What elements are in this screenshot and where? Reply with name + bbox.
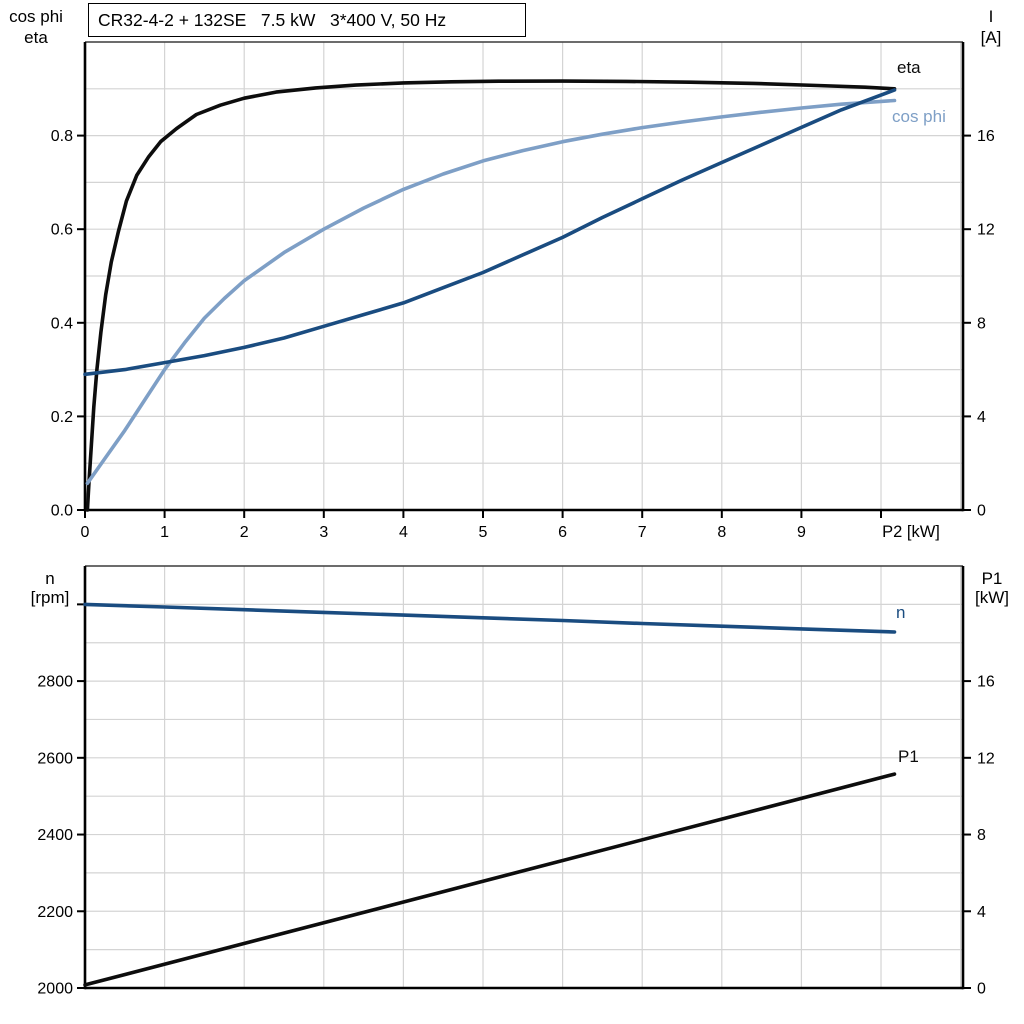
- x-tick-label: 2: [240, 524, 249, 541]
- P1-curve: [83, 772, 897, 987]
- y-right-axis-title: I: [989, 7, 994, 26]
- x-tick-label: 1: [160, 524, 169, 541]
- I-curve: [83, 88, 897, 377]
- y-right-tick-label: 8: [977, 315, 986, 332]
- y-right-tick-label: 12: [977, 750, 995, 767]
- y-left-tick-label: 2400: [37, 827, 73, 844]
- y-left-tick-label: 0.2: [51, 409, 73, 426]
- n-curve-label: n: [896, 603, 905, 622]
- y-left-tick-label: 0.6: [51, 222, 73, 239]
- y-left-axis-title: eta: [24, 28, 48, 47]
- y-right-tick-label: 16: [977, 128, 995, 145]
- x-tick-label: 5: [479, 524, 488, 541]
- x-tick-label: 6: [558, 524, 567, 541]
- y-left-tick-label: 0.8: [51, 128, 73, 145]
- y-left-axis-title: [rpm]: [31, 588, 70, 607]
- y-left-tick-label: 0.0: [51, 503, 73, 520]
- motor-speed-power-chart: 200022002400260028000481216n[rpm]P1[kW]n…: [31, 565, 1009, 998]
- chart-title-box: CR32-4-2 + 132SE 7.5 kW 3*400 V, 50 Hz: [88, 3, 526, 37]
- x-tick-label: 9: [797, 524, 806, 541]
- x-axis-title: P2 [kW]: [882, 523, 940, 541]
- y-left-tick-label: 0.4: [51, 315, 73, 332]
- cos-phi-curve-label: cos phi: [892, 107, 946, 126]
- y-left-tick-label: 2000: [37, 981, 73, 998]
- y-right-tick-label: 8: [977, 827, 986, 844]
- x-tick-label: 0: [81, 524, 90, 541]
- y-left-tick-label: 2800: [37, 674, 73, 691]
- y-right-tick-label: 0: [977, 503, 986, 520]
- x-tick-label: 8: [717, 524, 726, 541]
- x-tick-label: 7: [638, 524, 647, 541]
- P1-curve-label: P1: [898, 747, 919, 766]
- x-tick-label: 3: [319, 524, 328, 541]
- x-tick-label: 4: [399, 524, 408, 541]
- y-right-tick-label: 4: [977, 409, 986, 426]
- y-right-axis-title: [A]: [981, 28, 1002, 47]
- eta-curve: [85, 79, 897, 512]
- y-right-axis-title: P1: [982, 569, 1003, 588]
- y-left-tick-label: 2600: [37, 750, 73, 767]
- y-left-axis-title: cos phi: [9, 7, 63, 26]
- eta-curve-label: eta: [897, 58, 921, 77]
- y-left-tick-label: 2200: [37, 904, 73, 921]
- y-right-axis-title: [kW]: [975, 588, 1009, 607]
- y-right-tick-label: 0: [977, 981, 986, 998]
- y-right-tick-label: 4: [977, 904, 986, 921]
- y-right-tick-label: 16: [977, 674, 995, 691]
- chart-title: CR32-4-2 + 132SE 7.5 kW 3*400 V, 50 Hz: [98, 9, 447, 30]
- cos-phi-curve: [85, 98, 897, 486]
- n-curve: [83, 602, 897, 634]
- y-right-tick-label: 12: [977, 222, 995, 239]
- y-left-axis-title: n: [45, 569, 54, 588]
